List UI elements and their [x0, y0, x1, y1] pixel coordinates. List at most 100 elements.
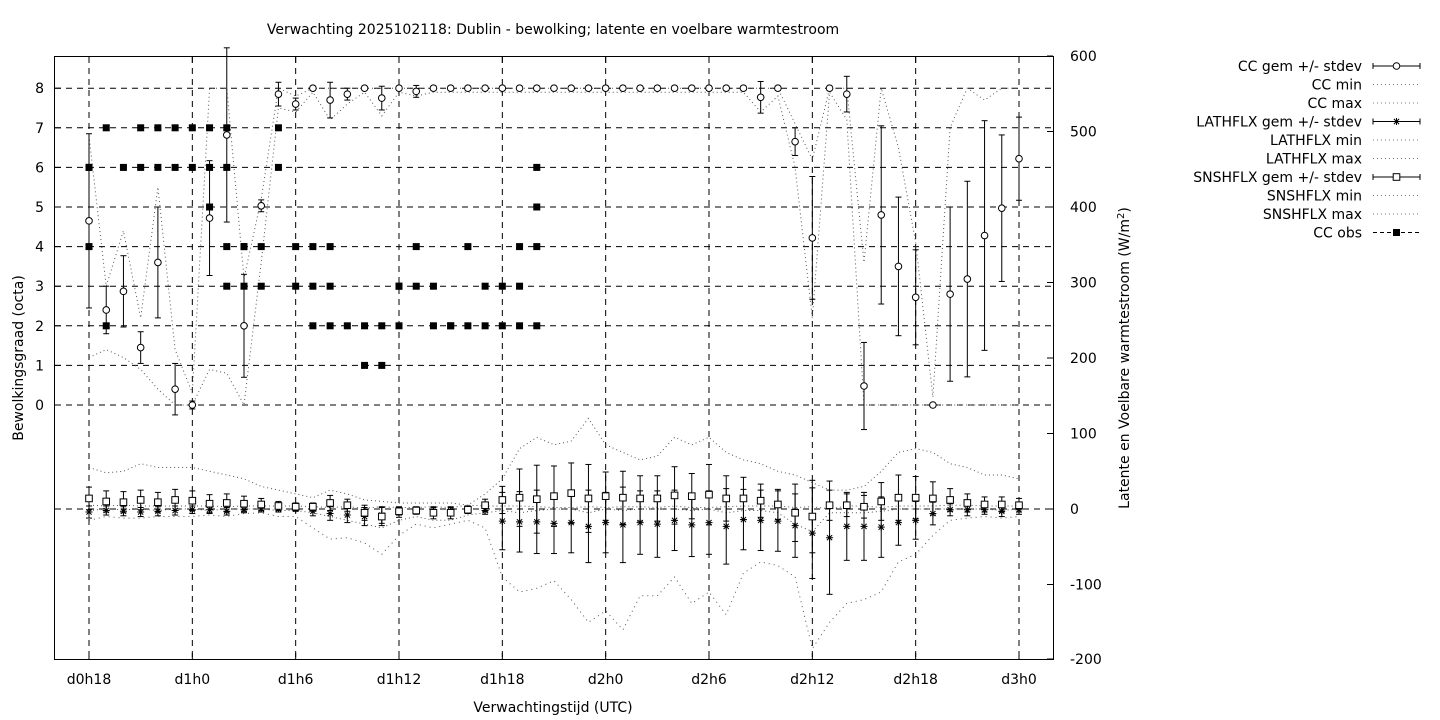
snshflx-mean-point: [756, 496, 765, 505]
cc-obs-point: [516, 282, 524, 290]
lathflx-mean-point: [929, 510, 937, 518]
x-tick-label: d3h0: [1001, 672, 1037, 688]
lathflx-mean-point: [705, 519, 713, 527]
cc-mean-point: [429, 84, 438, 92]
cc-mean-point: [877, 211, 886, 219]
lathflx-mean-point: [688, 521, 696, 529]
lathflx-mean-point: [584, 522, 592, 530]
legend-label: CC max: [1307, 96, 1362, 112]
legend-label: SNSHFLX min: [1267, 189, 1362, 205]
snshflx-mean-point: [257, 500, 266, 509]
snshflx-mean-point: [687, 492, 696, 500]
cc-mean-point: [343, 90, 352, 98]
lathflx-mean-point: [894, 519, 902, 527]
axes: d0h18 d1h0 d1h6 d1h12 d1h18 d2h0 d2h6 d2h12 d2h1…: [35, 49, 1102, 688]
lathflx-mean-point: [739, 516, 747, 524]
cc-obs-point: [206, 124, 214, 132]
cc-obs-point: [85, 163, 93, 171]
snshflx-mean-point: [274, 502, 283, 510]
cc-obs-point: [361, 322, 369, 330]
cc-mean-point: [653, 84, 662, 92]
y2-axis-label-end: ): [1117, 207, 1133, 212]
cc-mean-point: [532, 84, 541, 92]
cc-mean-point: [481, 84, 489, 92]
cc-obs-point: [206, 163, 214, 171]
cc-obs-point: [240, 282, 248, 290]
snshflx-mean-point: [205, 499, 214, 508]
snshflx-mean-point: [877, 497, 886, 506]
cc-mean-point: [222, 131, 231, 139]
snshflx-mean-point: [85, 494, 93, 503]
cc-mean-point: [808, 234, 817, 242]
legend: CC gem +/- stdev CC min CC max LATHFLX gem …: [1193, 59, 1421, 242]
lathflx-mean-point: [240, 506, 248, 514]
cc-mean-point: [205, 214, 214, 222]
cc-mean-point: [842, 90, 851, 98]
cc-mean-point: [309, 84, 317, 92]
snshflx-mean-point: [222, 499, 231, 507]
cc-obs-point: [292, 243, 300, 251]
lathflx-mean-point: [498, 517, 506, 525]
snshflx-mean-point: [360, 508, 369, 517]
snshflx-mean-point: [808, 512, 817, 521]
legend-label: LATHFLX max: [1266, 152, 1362, 168]
legend-label: CC min: [1312, 78, 1362, 94]
snshflx-mean-point: [326, 499, 334, 507]
cc-obs-point: [274, 124, 282, 132]
snshflx-mean-point: [825, 501, 834, 510]
snshflx-mean-point: [119, 498, 128, 507]
lathflx-mean-point: [550, 519, 558, 527]
cc-mean-point: [946, 290, 954, 298]
cc-obs-point: [274, 163, 282, 171]
cc-obs-point: [326, 243, 334, 251]
snshflx-mean-point: [309, 502, 317, 511]
y2-tick-label: 500: [1070, 125, 1097, 141]
x-tick-label: d0h18: [67, 672, 111, 688]
cc-mean-point: [136, 343, 145, 352]
cc-obs-point: [412, 243, 420, 251]
legend-marker-circle: [1392, 62, 1401, 70]
lathflx-mean-point: [877, 523, 885, 531]
y-tick-label: 7: [35, 121, 44, 137]
lathflx-mean-point: [309, 507, 317, 515]
y2-tick-label: 600: [1070, 49, 1097, 65]
x-tick-label: d1h6: [278, 672, 314, 688]
lathflx-mean-point: [119, 507, 127, 515]
snshflx-mean-point: [584, 494, 593, 503]
lathflx-mean-point: [843, 522, 851, 530]
lathflx-mean-point: [102, 507, 110, 515]
cc-obs-point: [429, 282, 437, 290]
lathflx-mean-point: [188, 506, 196, 514]
cc-obs-point: [498, 282, 506, 290]
cc-mean-point: [395, 84, 403, 92]
cc-mean-point: [722, 84, 731, 92]
snshflx-mean-point: [636, 494, 644, 503]
lathflx-mean-point: [481, 507, 489, 515]
cc-obs-point: [481, 322, 489, 330]
lathflx-mean-point: [653, 520, 661, 528]
cc-mean-point: [515, 84, 524, 92]
y-tick-label: 0: [35, 398, 44, 414]
x-tick-label: d1h12: [377, 672, 421, 688]
cc-mean-point: [377, 94, 386, 102]
cc-mean-point: [360, 84, 369, 92]
snshflx-mean-point: [980, 500, 989, 509]
lathflx-mean-point: [137, 508, 145, 516]
snshflx-mean-point: [860, 502, 868, 511]
cc-obs-point: [119, 163, 127, 171]
y-axis-label: Bewolkingsgraad (octa): [11, 275, 27, 441]
snshflx-mean-point: [929, 494, 937, 503]
cc-mean-point: [291, 100, 300, 108]
snshflx-mean-point: [774, 500, 782, 509]
cc-mean-point: [85, 217, 93, 225]
snshflx-mean-point: [102, 497, 111, 506]
cc-obs-point: [464, 322, 472, 330]
cc-mean-point: [550, 84, 558, 92]
cc-mean-point: [464, 84, 472, 92]
y-tick-label: 3: [35, 279, 44, 295]
snshflx-mean-point: [240, 499, 248, 508]
cc-mean-point: [601, 84, 610, 92]
lathflx-mean-point: [826, 534, 834, 542]
lathflx-mean-point: [619, 521, 627, 529]
